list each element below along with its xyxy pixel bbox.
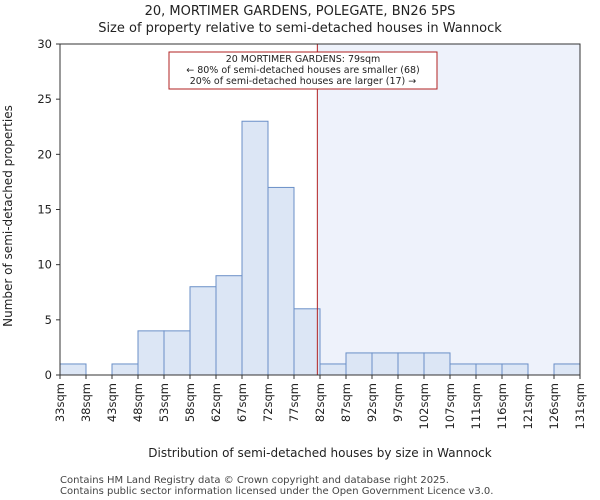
x-tick-label-107sqm: 107sqm [443, 383, 457, 429]
x-tick-label-111sqm: 111sqm [469, 383, 483, 429]
y-tick-label-0: 0 [45, 368, 52, 382]
x-tick-label-33sqm: 33sqm [53, 383, 67, 422]
bar-77sqm [293, 308, 321, 376]
ticks-layer: 0 5 10 15 20 25 30 33sqm 38sqm 43sqm 48sqm 53sqm 58s… [37, 37, 587, 429]
footer-line-1: Contains HM Land Registry data © Crown c… [60, 475, 449, 486]
y-tick-label-15: 15 [37, 203, 52, 217]
x-tick-label-121sqm: 121sqm [521, 383, 535, 429]
annotation-box-frame [168, 51, 438, 90]
x-tick-label-43sqm: 43sqm [105, 383, 119, 422]
bars-layer [59, 120, 581, 376]
y-tick-label-5: 5 [45, 313, 52, 327]
bar-67sqm [241, 120, 269, 376]
footer-line-2: Contains public sector information licen… [60, 486, 494, 497]
annotation-line-1: 20 MORTIMER GARDENS: 79sqm [226, 54, 381, 65]
bar-87sqm [345, 352, 373, 376]
y-tick-label-10: 10 [37, 258, 52, 272]
bar-43sqm [111, 363, 139, 376]
x-tick-label-131sqm: 131sqm [573, 383, 587, 429]
y-tick-label-25: 25 [37, 92, 52, 106]
x-tick-label-48sqm: 48sqm [131, 383, 145, 422]
x-tick-label-62sqm: 62sqm [209, 383, 223, 422]
bar-82sqm [319, 363, 347, 376]
y-axis-label: Number of semi-detached properties [1, 105, 15, 327]
bar-111sqm [475, 363, 503, 376]
x-tick-label-126sqm: 126sqm [547, 383, 561, 429]
bar-72sqm [267, 186, 295, 376]
annotation-line-3: 20% of semi-detached houses are larger (… [190, 76, 417, 87]
x-tick-label-82sqm: 82sqm [313, 383, 327, 422]
y-tick-label-30: 30 [37, 37, 52, 51]
bar-58sqm [189, 286, 217, 376]
x-tick-label-67sqm: 67sqm [235, 383, 249, 422]
bar-107sqm [449, 363, 477, 376]
annotation-box: 20 MORTIMER GARDENS: 79sqm ← 80% of semi… [168, 51, 438, 90]
x-tick-label-77sqm: 77sqm [287, 383, 301, 422]
chart-title-line-2: Size of property relative to semi-detach… [98, 21, 502, 36]
bar-116sqm [501, 363, 529, 376]
x-tick-label-38sqm: 38sqm [79, 383, 93, 422]
larger-region-shade [317, 44, 580, 375]
bar-33sqm [59, 363, 87, 376]
bar-53sqm [163, 330, 191, 376]
bar-97sqm [397, 352, 425, 376]
x-tick-label-58sqm: 58sqm [183, 383, 197, 422]
x-tick-label-116sqm: 116sqm [495, 383, 509, 429]
bar-92sqm [371, 352, 399, 376]
annotation-line-2: ← 80% of semi-detached houses are smalle… [186, 65, 420, 76]
x-tick-label-97sqm: 97sqm [391, 383, 405, 422]
bar-62sqm [215, 275, 243, 376]
y-tick-label-20: 20 [37, 147, 52, 161]
x-tick-label-102sqm: 102sqm [417, 383, 431, 429]
highlight-region-layer [317, 44, 580, 375]
x-tick-label-87sqm: 87sqm [339, 383, 353, 422]
bar-48sqm [137, 330, 165, 376]
x-tick-label-72sqm: 72sqm [261, 383, 275, 422]
x-tick-label-53sqm: 53sqm [157, 383, 171, 422]
bar-126sqm [553, 363, 581, 376]
x-tick-label-92sqm: 92sqm [365, 383, 379, 422]
x-axis-label: Distribution of semi-detached houses by … [148, 446, 491, 460]
bar-102sqm [423, 352, 451, 376]
chart-title-line-1: 20, MORTIMER GARDENS, POLEGATE, BN26 5PS [145, 4, 456, 19]
